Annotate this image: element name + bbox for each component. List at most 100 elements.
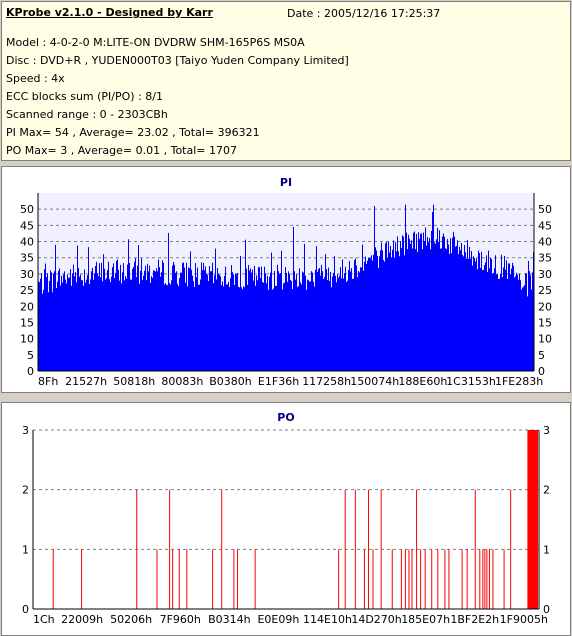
x-tick-label: 1Ch [33,613,55,626]
po-bar [492,549,494,609]
x-tick-label: B0380h [209,375,252,388]
po-bar [233,549,235,609]
chart-title: PI [280,176,292,189]
po-chart: PO 0 0 1 1 2 2 3 3 1Ch 22009h 50206h 7F960h B0314h E0E… [22,411,550,626]
y-tick-label-left: 35 [20,252,34,265]
chart-title: PO [277,411,294,424]
drive-model: Model : 4-0-2-0 M:LITE-ON DVDRW SHM-165P… [6,36,305,49]
po-bar [431,549,433,609]
po-bar [534,430,538,609]
y-tick-label-left: 30 [20,268,34,281]
y-tick-label-right: 10 [538,333,552,346]
po-bar [416,489,418,609]
po-bar [354,489,356,609]
x-tick-label: 80083h [161,375,203,388]
po-bar [444,549,446,609]
po-bar [81,549,83,609]
po-bar [172,549,174,609]
po-bar [178,549,180,609]
po-bar [484,549,486,609]
po-bar [363,549,365,609]
po-bar [404,549,406,609]
x-tick-label: 1FE283h [495,375,543,388]
scanned-range: Scanned range : 0 - 2303CBh [6,108,168,121]
y-tick-label-left: 15 [20,316,34,329]
y-tick-label-left: 3 [22,424,29,437]
po-bar [466,549,468,609]
y-tick-label-left: 5 [27,349,34,362]
plot-area [33,430,539,609]
po-bar [254,549,256,609]
y-tick-label-left: 1 [22,543,29,556]
x-tick-label: 21527h [65,375,107,388]
po-bar [529,430,533,609]
pi-chart-panel: PI 0 0 5 5 10 10 15 15 20 20 25 25 30 30 35 35 40 40 45 45 50… [1,166,571,393]
x-tick-label: E0E09h [257,613,299,626]
po-bar [400,549,402,609]
po-bar [448,549,450,609]
x-tick-label: 188E60h [398,375,447,388]
po-bar [474,489,476,609]
x-tick-label: 14D270h [351,613,401,626]
po-bar [482,549,484,609]
po-bar [420,549,422,609]
y-tick-label-right: 50 [538,203,552,216]
y-tick-label-left: 10 [20,333,34,346]
po-bar [461,549,463,609]
speed-info: Speed : 4x [6,72,65,85]
po-bar [503,549,505,609]
po-bar [372,549,374,609]
y-tick-label-right: 40 [538,236,552,249]
po-bar [437,549,439,609]
y-tick-label-left: 0 [27,365,34,378]
x-tick-label: 50818h [113,375,155,388]
po-bar [424,549,426,609]
po-bar [380,489,382,609]
po-bar [367,489,369,609]
y-tick-label-right: 15 [538,316,552,329]
x-tick-label: B0314h [208,613,251,626]
po-bar [510,489,512,609]
po-bar [527,430,531,609]
y-tick-label-right: 35 [538,252,552,265]
po-bar [52,549,54,609]
po-bar [408,549,410,609]
x-tick-label: 1F9005h [500,613,548,626]
po-bar [169,489,171,609]
y-tick-label-left: 0 [22,603,29,616]
info-panel: KProbe v2.1.0 - Designed by Karr Date : … [1,1,571,161]
x-tick-label: 1C3153h [446,375,496,388]
x-tick-label: 1BF2E2h [450,613,499,626]
pi-chart: PI 0 0 5 5 10 10 15 15 20 20 25 25 30 30 35 35 40 40 45 45 50… [20,176,552,388]
x-tick-label: 150074h [350,375,399,388]
x-tick-label: 114E10h [303,613,352,626]
po-stats: PO Max= 3 , Average= 0.01 , Total= 1707 [6,144,237,157]
po-bar [236,549,238,609]
y-tick-label-right: 5 [538,349,545,362]
po-bar [212,549,214,609]
po-bar [411,549,413,609]
x-tick-label: 50206h [110,613,152,626]
x-tick-label: E1F36h [258,375,299,388]
y-tick-label-right: 30 [538,268,552,281]
scan-date: Date : 2005/12/16 17:25:37 [287,7,441,20]
ecc-sum: ECC blocks sum (PI/PO) : 8/1 [6,90,163,103]
disc-info: Disc : DVD+R , YUDEN000T03 [Taiyo Yuden … [6,54,349,67]
y-tick-label-left: 20 [20,300,34,313]
y-tick-label-left: 50 [20,203,34,216]
x-tick-label: 117258h [302,375,351,388]
po-bar [221,489,223,609]
x-tick-label: 7F960h [160,613,201,626]
y-tick-label-left: 25 [20,284,34,297]
po-bar [344,489,346,609]
y-tick-label-right: 25 [538,284,552,297]
y-tick-label-left: 2 [22,484,29,497]
y-tick-label-right: 45 [538,219,552,232]
po-bar [186,549,188,609]
x-tick-label: 8Fh [38,375,58,388]
y-tick-label-right: 20 [538,300,552,313]
y-tick-label-right: 1 [543,543,550,556]
po-bar [532,430,536,609]
y-tick-label-right: 0 [543,603,550,616]
po-chart-panel: PO 0 0 1 1 2 2 3 3 1Ch 22009h 50206h 7F960h B0314h E0E… [1,402,571,636]
